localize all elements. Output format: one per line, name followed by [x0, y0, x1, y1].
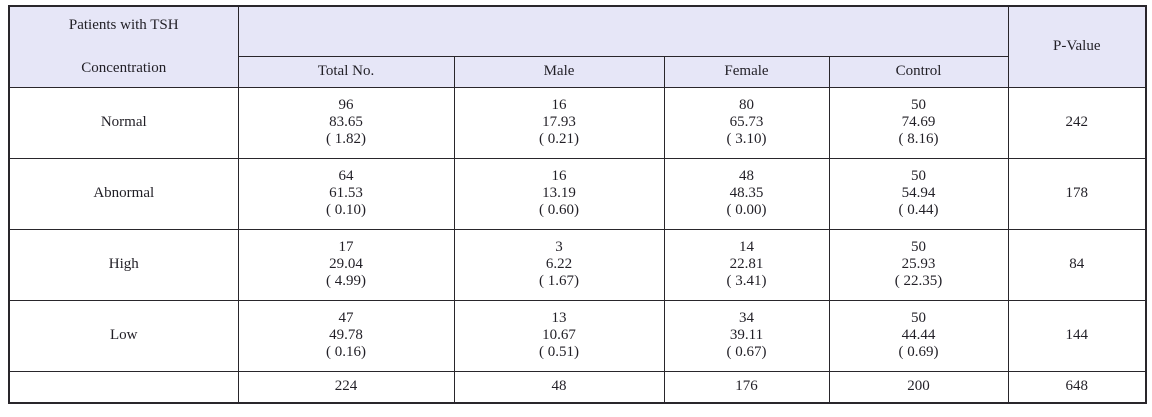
header-row-sub: Total No. Male Female Control	[9, 55, 1146, 88]
cell-line: ( 0.00)	[726, 202, 767, 218]
col-header-female: Female	[663, 55, 830, 88]
cell-high-male: 3 6.22 ( 1.67)	[453, 228, 665, 301]
cell-line: 64	[338, 168, 354, 184]
col-header-control: Control	[828, 55, 1009, 88]
stub-header-line1: Patients with TSH	[68, 16, 179, 33]
table-row-totals: 224 48 176 200 648	[8, 370, 1147, 404]
cell-line: 48	[739, 168, 754, 184]
cell-line: 50	[911, 97, 926, 113]
cell-low-male: 13 10.67 ( 0.51)	[453, 299, 665, 372]
cell-line: 17.93	[542, 114, 576, 130]
tsh-concentration-table: Patients with TSH Concentration P-Value …	[8, 5, 1147, 404]
cell-line: 65.73	[729, 114, 764, 130]
cell-line: 22.81	[729, 256, 764, 272]
header-row-top: Patients with TSH Concentration P-Value	[8, 5, 1147, 88]
cell-line: ( 4.99)	[326, 273, 366, 289]
cell-line: 10.67	[542, 327, 576, 343]
table-wrapper: Patients with TSH Concentration P-Value …	[8, 5, 1147, 404]
table-row-low: Low 47 49.78 ( 0.16) 13 10.67 ( 0.51) 34…	[8, 299, 1147, 372]
cell-line: 6.22	[545, 256, 573, 272]
cell-line: ( 0.44)	[898, 202, 939, 218]
cell-line: 54.94	[901, 185, 936, 201]
cell-line: 50	[911, 310, 926, 326]
group-header-spacer-cell	[237, 5, 1009, 57]
cell-line: 34	[739, 310, 754, 326]
cell-line: 29.04	[329, 256, 363, 272]
cell-line: ( 3.10)	[726, 131, 767, 147]
cell-abnormal-control: 50 54.94 ( 0.44)	[828, 157, 1009, 230]
totals-control: 200	[828, 370, 1009, 404]
col-header-total-no: Total No.	[237, 55, 455, 88]
cell-line: ( 8.16)	[898, 131, 939, 147]
cell-line: ( 0.69)	[898, 344, 939, 360]
cell-line: 50	[911, 239, 926, 255]
cell-high-control: 50 25.93 ( 22.35)	[828, 228, 1009, 301]
cell-line: 13	[551, 310, 567, 326]
cell-line: 39.11	[729, 327, 764, 343]
totals-total-no: 224	[237, 370, 455, 404]
table-row-abnormal: Abnormal 64 61.53 ( 0.10) 16 13.19 ( 0.6…	[8, 157, 1147, 230]
cell-line: 49.78	[329, 327, 363, 343]
cell-normal-male: 16 17.93 ( 0.21)	[453, 86, 665, 159]
cell-line: 14	[739, 239, 754, 255]
table-row-high: High 17 29.04 ( 4.99) 3 6.22 ( 1.67) 14 …	[8, 228, 1147, 301]
cell-high-total: 17 29.04 ( 4.99)	[237, 228, 455, 301]
cell-line: 16	[551, 97, 567, 113]
row-label-abnormal: Abnormal	[8, 157, 239, 230]
cell-line: 47	[338, 310, 354, 326]
p-value-header-cell: P-Value	[1007, 5, 1147, 88]
cell-line: 44.44	[901, 327, 936, 343]
cell-line: 80	[739, 97, 754, 113]
cell-line: ( 1.67)	[539, 273, 579, 289]
cell-low-control: 50 44.44 ( 0.69)	[828, 299, 1009, 372]
col-header-male: Male	[453, 55, 665, 88]
cell-abnormal-total: 64 61.53 ( 0.10)	[237, 157, 455, 230]
cell-line: 25.93	[901, 256, 936, 272]
cell-normal-control: 50 74.69 ( 8.16)	[828, 86, 1009, 159]
cell-abnormal-p-value: 178	[1007, 157, 1147, 230]
cell-line: ( 1.82)	[326, 131, 366, 147]
cell-line: 50	[911, 168, 926, 184]
cell-line: 13.19	[542, 185, 576, 201]
cell-high-p-value: 84	[1007, 228, 1147, 301]
cell-normal-total: 96 83.65 ( 1.82)	[237, 86, 455, 159]
cell-line: 3	[555, 239, 563, 255]
stub-header-cell: Patients with TSH Concentration	[8, 5, 239, 88]
cell-line: 96	[338, 97, 354, 113]
cell-abnormal-male: 16 13.19 ( 0.60)	[453, 157, 665, 230]
totals-male: 48	[453, 370, 665, 404]
cell-line: 61.53	[329, 185, 363, 201]
row-label-normal: Normal	[8, 86, 239, 159]
table-row-normal: Normal 96 83.65 ( 1.82) 16 17.93 ( 0.21)…	[8, 86, 1147, 159]
cell-line: 16	[551, 168, 567, 184]
cell-high-female: 14 22.81 ( 3.41)	[663, 228, 830, 301]
totals-female: 176	[663, 370, 830, 404]
cell-line: 48.35	[729, 185, 764, 201]
cell-line: ( 3.41)	[726, 273, 767, 289]
cell-normal-female: 80 65.73 ( 3.10)	[663, 86, 830, 159]
cell-line: ( 0.21)	[539, 131, 579, 147]
cell-line: ( 0.51)	[539, 344, 579, 360]
cell-line: ( 0.16)	[326, 344, 366, 360]
cell-normal-p-value: 242	[1007, 86, 1147, 159]
totals-label-cell	[8, 370, 239, 404]
row-label-high: High	[8, 228, 239, 301]
cell-low-total: 47 49.78 ( 0.16)	[237, 299, 455, 372]
cell-line: 17	[338, 239, 354, 255]
cell-abnormal-female: 48 48.35 ( 0.00)	[663, 157, 830, 230]
cell-line: 83.65	[329, 114, 363, 130]
cell-line: ( 0.10)	[326, 202, 366, 218]
row-label-low: Low	[8, 299, 239, 372]
cell-line: ( 22.35)	[894, 273, 943, 289]
cell-line: 74.69	[901, 114, 936, 130]
totals-p-value: 648	[1007, 370, 1147, 404]
cell-line: ( 0.60)	[539, 202, 579, 218]
stub-header-line2: Concentration	[81, 59, 167, 76]
cell-line: ( 0.67)	[726, 344, 767, 360]
cell-low-p-value: 144	[1007, 299, 1147, 372]
cell-low-female: 34 39.11 ( 0.67)	[663, 299, 830, 372]
